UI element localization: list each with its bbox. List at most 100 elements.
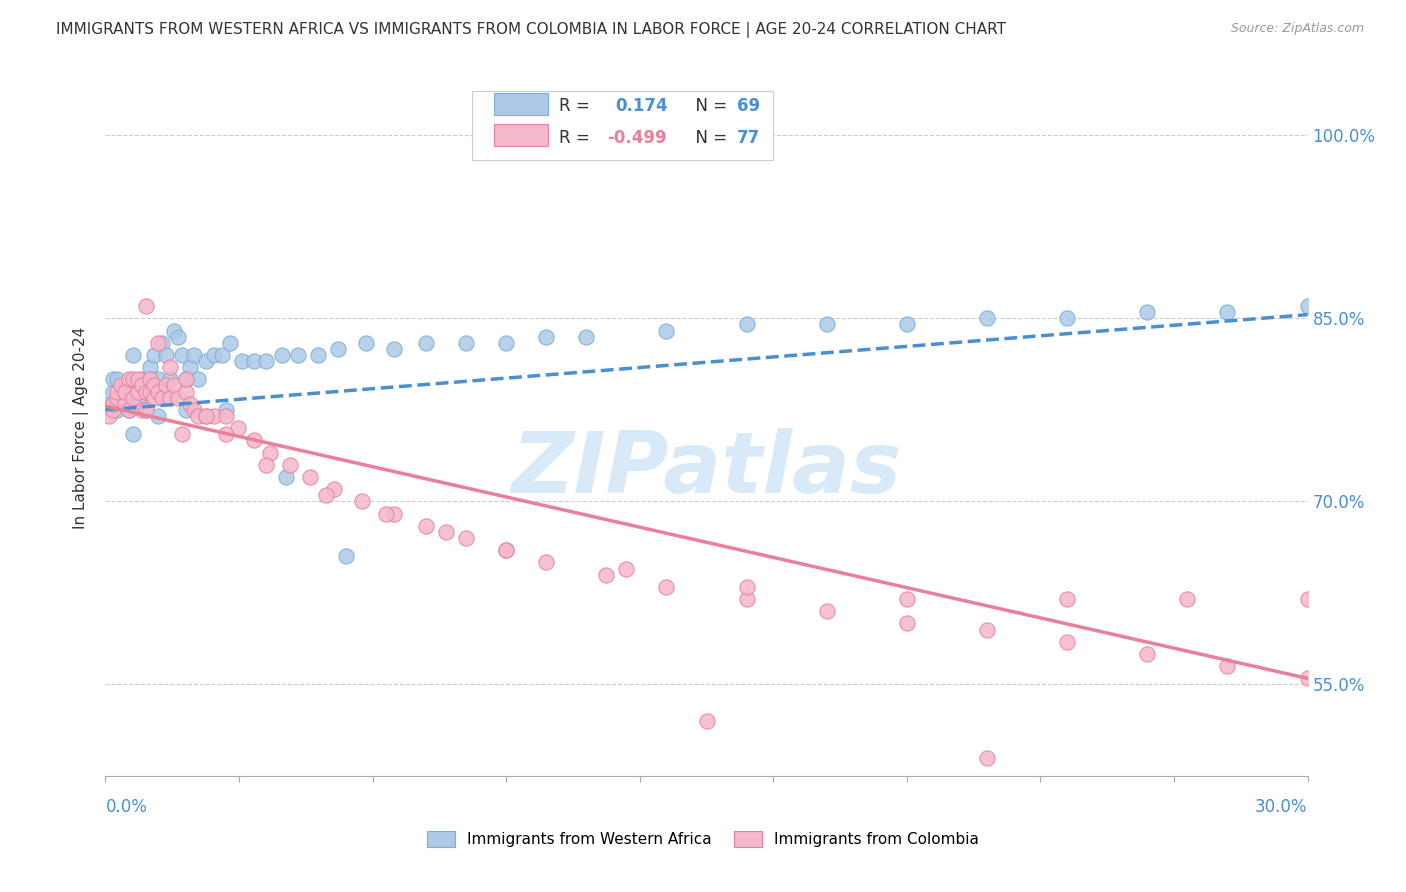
- Y-axis label: In Labor Force | Age 20-24: In Labor Force | Age 20-24: [73, 327, 90, 529]
- Point: [155, 348, 177, 362]
- Point: [655, 324, 678, 338]
- Point: [274, 470, 297, 484]
- Point: [142, 378, 165, 392]
- Point: [214, 427, 236, 442]
- Point: [107, 402, 129, 417]
- Point: [896, 318, 918, 332]
- Point: [735, 318, 758, 332]
- Point: [174, 372, 197, 386]
- Point: [150, 335, 173, 350]
- Text: IMMIGRANTS FROM WESTERN AFRICA VS IMMIGRANTS FROM COLOMBIA IN LABOR FORCE | AGE : IMMIGRANTS FROM WESTERN AFRICA VS IMMIGR…: [56, 22, 1007, 38]
- Point: [1296, 672, 1319, 686]
- Point: [382, 342, 405, 356]
- Point: [374, 507, 398, 521]
- Point: [174, 384, 197, 399]
- Point: [174, 372, 197, 386]
- Point: [254, 458, 277, 472]
- Point: [150, 384, 173, 399]
- Point: [214, 402, 236, 417]
- Text: Source: ZipAtlas.com: Source: ZipAtlas.com: [1230, 22, 1364, 36]
- Point: [142, 391, 165, 405]
- Text: 77: 77: [737, 129, 759, 147]
- Legend: Immigrants from Western Africa, Immigrants from Colombia: Immigrants from Western Africa, Immigran…: [420, 825, 986, 853]
- Point: [202, 348, 225, 362]
- Point: [495, 543, 517, 558]
- Text: R =: R =: [558, 97, 600, 115]
- Point: [735, 580, 758, 594]
- Point: [298, 470, 321, 484]
- Point: [616, 561, 638, 575]
- Point: [1216, 659, 1239, 673]
- Point: [270, 348, 292, 362]
- Point: [1296, 299, 1319, 313]
- Point: [138, 372, 160, 386]
- Point: [495, 335, 517, 350]
- Point: [326, 342, 349, 356]
- Point: [194, 409, 217, 423]
- Point: [1216, 305, 1239, 319]
- Point: [226, 421, 249, 435]
- FancyBboxPatch shape: [472, 91, 773, 161]
- Point: [194, 354, 217, 368]
- Point: [322, 482, 344, 496]
- Point: [170, 348, 193, 362]
- Point: [107, 384, 129, 399]
- Point: [135, 384, 157, 399]
- Point: [103, 384, 125, 399]
- Point: [350, 494, 373, 508]
- Point: [382, 507, 405, 521]
- Point: [454, 531, 477, 545]
- Point: [107, 372, 129, 386]
- Point: [1136, 305, 1159, 319]
- Point: [114, 391, 136, 405]
- Point: [138, 372, 160, 386]
- Point: [696, 714, 718, 728]
- Point: [896, 616, 918, 631]
- Point: [135, 299, 157, 313]
- Point: [307, 348, 329, 362]
- Point: [98, 409, 121, 423]
- Point: [1056, 592, 1078, 607]
- Point: [114, 397, 136, 411]
- Point: [114, 378, 136, 392]
- Point: [110, 397, 132, 411]
- Point: [415, 518, 437, 533]
- Point: [1136, 647, 1159, 661]
- Point: [815, 318, 838, 332]
- Point: [166, 391, 188, 405]
- Point: [259, 445, 281, 459]
- Point: [183, 402, 205, 417]
- Point: [214, 409, 236, 423]
- Point: [103, 372, 125, 386]
- FancyBboxPatch shape: [494, 93, 548, 115]
- Point: [595, 567, 617, 582]
- Point: [735, 592, 758, 607]
- Point: [976, 311, 998, 326]
- Text: 69: 69: [737, 97, 759, 115]
- Point: [159, 372, 181, 386]
- Point: [138, 360, 160, 375]
- Point: [815, 604, 838, 618]
- Point: [131, 372, 153, 386]
- Point: [107, 391, 129, 405]
- Point: [118, 402, 141, 417]
- Point: [976, 750, 998, 764]
- Point: [110, 384, 132, 399]
- Point: [1296, 592, 1319, 607]
- Point: [183, 348, 205, 362]
- Text: ZIPatlas: ZIPatlas: [512, 428, 901, 511]
- Point: [162, 378, 184, 392]
- Point: [150, 391, 173, 405]
- Point: [122, 348, 145, 362]
- Point: [146, 335, 169, 350]
- Point: [976, 623, 998, 637]
- Point: [98, 397, 121, 411]
- Point: [127, 378, 149, 392]
- Point: [211, 348, 233, 362]
- Point: [187, 372, 209, 386]
- Point: [103, 402, 125, 417]
- Point: [135, 402, 157, 417]
- Text: -0.499: -0.499: [607, 129, 666, 147]
- Point: [278, 458, 301, 472]
- Point: [202, 409, 225, 423]
